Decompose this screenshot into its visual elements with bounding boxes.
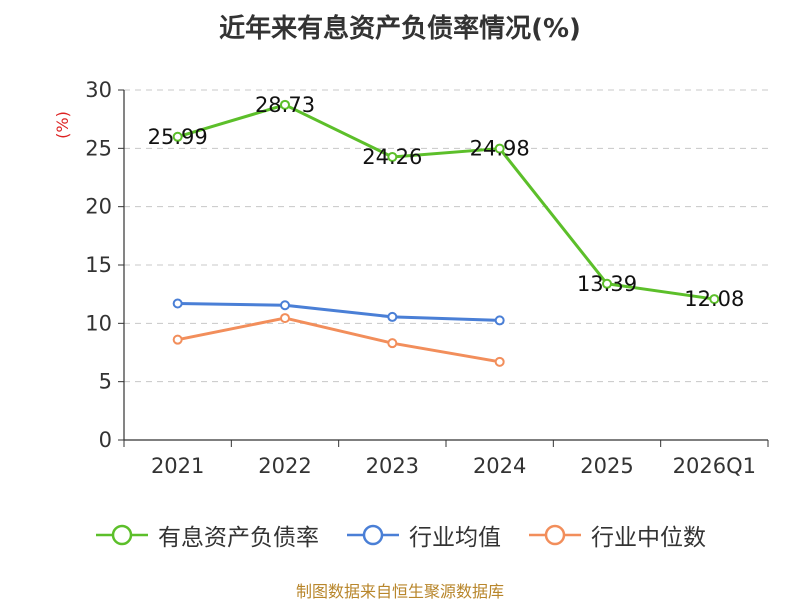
x-tick-label: 2022	[258, 454, 311, 478]
data-label: 24.98	[470, 137, 530, 161]
data-label: 25.99	[148, 125, 208, 149]
data-label: 12.08	[684, 287, 744, 311]
x-tick-label: 2026Q1	[673, 454, 756, 478]
x-tick-label: 2021	[151, 454, 204, 478]
grid-lines	[124, 89, 768, 383]
series-line	[177, 103, 715, 301]
y-tick-label: 5	[99, 370, 112, 394]
y-tick-label: 30	[85, 78, 112, 102]
legend-item-1[interactable]: 行业均值	[345, 518, 501, 552]
y-tick-label: 25	[85, 136, 112, 160]
data-label: 24.26	[362, 145, 422, 169]
legend-swatch-icon	[347, 524, 399, 546]
series-2	[172, 313, 505, 367]
data-point[interactable]	[280, 99, 290, 110]
legend-item-2[interactable]: 行业中位数	[527, 518, 706, 552]
y-tick-label: 15	[85, 253, 112, 277]
x-tick-label: 2025	[580, 454, 633, 478]
x-tick-label: 2024	[473, 454, 526, 478]
series	[172, 99, 720, 367]
source-note: 制图数据来自恒生聚源数据库	[295, 582, 504, 601]
data-point[interactable]	[709, 294, 720, 305]
y-tick-label: 20	[85, 195, 112, 219]
legend-label: 有息资产负债率	[158, 525, 319, 551]
data-point[interactable]	[172, 334, 183, 345]
data-point[interactable]	[387, 151, 398, 162]
x-tick-label: 2023	[366, 454, 419, 478]
data-point[interactable]	[172, 298, 183, 309]
data-label: 28.73	[255, 93, 315, 117]
data-point[interactable]	[387, 338, 398, 349]
data-point[interactable]	[602, 278, 612, 289]
legend-label: 行业均值	[409, 525, 501, 551]
legend-label: 行业中位数	[591, 525, 706, 551]
data-point[interactable]	[280, 300, 290, 311]
series-line	[177, 302, 500, 322]
data-point[interactable]	[387, 311, 398, 322]
series-0	[172, 99, 720, 305]
series-line	[177, 316, 500, 364]
data-point[interactable]	[494, 143, 505, 154]
data-point[interactable]	[494, 356, 505, 367]
legend: 有息资产负债率 行业均值 行业中位数	[0, 518, 800, 552]
y-tick-label: 0	[99, 428, 112, 452]
data-labels: 25.99 28.73 24.26 24.98 13.39 12.08	[148, 93, 745, 311]
data-label: 13.39	[577, 272, 637, 296]
legend-item-0[interactable]: 有息资产负债率	[94, 518, 319, 552]
chart-title: 近年来有息资产负债率情况(%)	[219, 14, 581, 44]
legend-swatch-icon	[529, 524, 581, 546]
y-tick-label: 10	[85, 311, 112, 335]
legend-swatch-icon	[96, 524, 148, 546]
data-point[interactable]	[172, 131, 183, 142]
data-point[interactable]	[280, 313, 290, 324]
series-1	[172, 298, 505, 326]
data-point[interactable]	[494, 315, 505, 326]
y-axis-label: (%)	[53, 111, 72, 139]
